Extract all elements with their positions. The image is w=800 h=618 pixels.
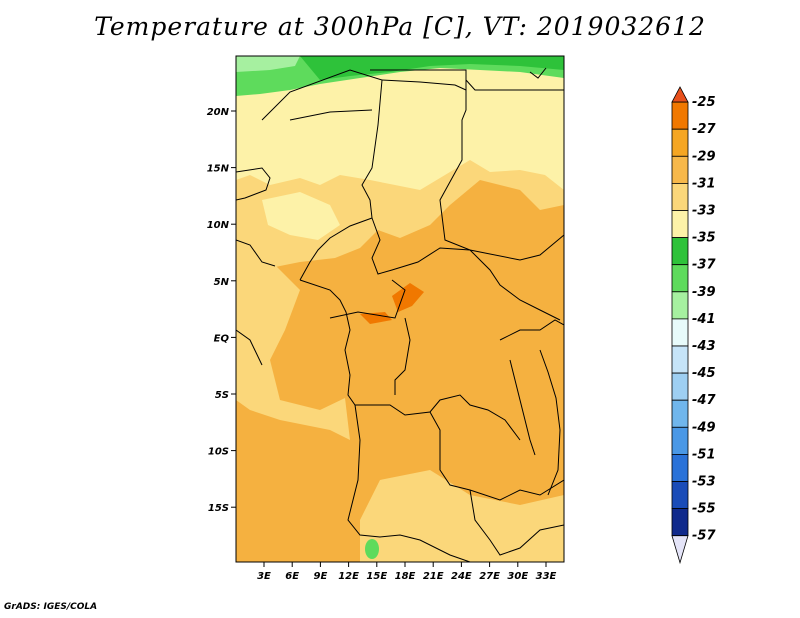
colorbar-swatch	[671, 128, 689, 157]
colorbar-swatch	[671, 182, 689, 211]
x-tick-label: 18E	[395, 571, 416, 582]
x-tick-label: 9E	[314, 571, 328, 582]
colorbar: -25 -27 -29 -31 -33 -35 -37 -39 -41 -43 -45 -47 -49 -…	[671, 86, 716, 565]
colorbar-swatch	[671, 426, 689, 455]
x-tick-label: 12E	[338, 571, 359, 582]
temperature-region-pale-west	[262, 192, 340, 240]
colorbar-label: -27	[692, 122, 716, 137]
colorbar-label: -41	[692, 312, 716, 327]
colorbar-swatch	[671, 237, 689, 266]
credit-text: GrADS: IGES/COLA	[4, 602, 98, 612]
x-tick-label: 33E	[536, 571, 557, 582]
temperature-region-warm-2	[360, 312, 392, 324]
y-tick-label: 10N	[207, 220, 230, 231]
colorbar-bottom-arrow	[671, 535, 689, 565]
temperature-region-green-dark	[300, 56, 564, 80]
x-tick-label: 6E	[285, 571, 299, 582]
colorbar-label: -49	[692, 420, 716, 435]
x-tick-label: 15E	[366, 571, 387, 582]
colorbar-swatch	[671, 508, 689, 537]
colorbar-swatch	[671, 210, 689, 239]
colorbar-label: -29	[692, 149, 716, 164]
colorbar-label: -43	[692, 339, 716, 354]
colorbar-swatch	[671, 318, 689, 347]
y-tick-label: 15S	[208, 503, 229, 514]
x-tick-label: 3E	[257, 571, 271, 582]
y-tick-label: 20N	[207, 107, 230, 118]
map-boundaries	[236, 67, 564, 562]
y-tick-label: 15N	[207, 164, 230, 175]
map-plot	[236, 56, 564, 562]
colorbar-swatch	[671, 372, 689, 401]
colorbar-label: -39	[692, 285, 716, 300]
colorbar-swatch	[671, 101, 689, 130]
temperature-region-green-south	[365, 539, 379, 559]
colorbar-label: -55	[692, 502, 716, 517]
colorbar-label: -35	[692, 231, 716, 246]
y-tick-label: EQ	[214, 333, 230, 344]
colorbar-top-arrow	[671, 86, 689, 103]
colorbar-label: -57	[692, 529, 716, 544]
y-axis: 20N 15N 10N 5N EQ 5S 10S 15S	[207, 107, 236, 514]
colorbar-swatch	[671, 155, 689, 184]
colorbar-swatch	[671, 264, 689, 293]
colorbar-swatch	[671, 481, 689, 510]
x-tick-label: 24E	[451, 571, 472, 582]
x-tick-label: 30E	[507, 571, 528, 582]
temperature-region-green-pale	[236, 56, 300, 72]
y-tick-label: 5S	[215, 390, 229, 401]
colorbar-swatch	[671, 291, 689, 320]
colorbar-label: -51	[692, 447, 716, 462]
map-frame	[235, 55, 565, 563]
colorbar-label: -53	[692, 475, 716, 490]
colorbar-label: -25	[692, 95, 716, 110]
x-axis: 3E 6E 9E 12E 15E 18E 21E 24E 27E 30E 33E	[257, 562, 557, 582]
temperature-region-west-coast	[236, 262, 350, 440]
colorbar-label: -37	[692, 258, 716, 273]
colorbar-swatch	[671, 399, 689, 428]
temperature-region-south	[360, 470, 564, 562]
colorbar-label: -45	[692, 366, 716, 381]
x-tick-label: 27E	[479, 571, 500, 582]
colorbar-label: -47	[692, 393, 716, 408]
x-tick-label: 21E	[423, 571, 444, 582]
map-title: Temperature at 300hPa [C], VT: 201903261…	[94, 12, 706, 41]
y-tick-label: 10S	[208, 447, 229, 458]
colorbar-swatch	[671, 345, 689, 374]
colorbar-swatch	[671, 453, 689, 482]
colorbar-label: -33	[692, 204, 716, 219]
colorbar-label: -31	[692, 176, 716, 191]
y-tick-label: 5N	[214, 277, 230, 288]
